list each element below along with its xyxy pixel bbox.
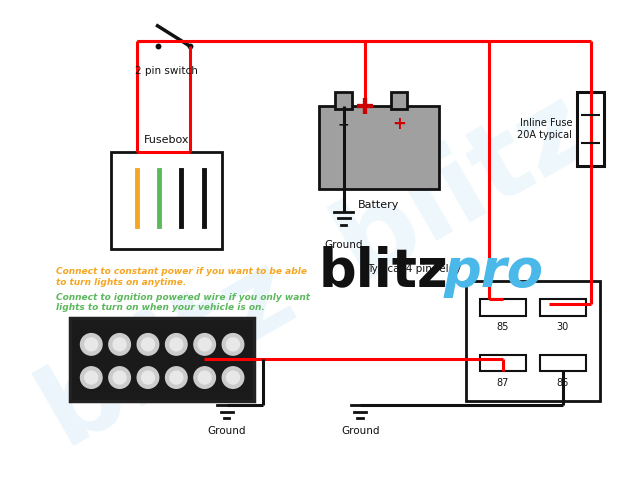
Circle shape [85,338,98,351]
Circle shape [227,338,239,351]
Bar [480,300,526,316]
Bar [540,355,586,372]
Circle shape [81,367,102,388]
Bar [319,106,438,189]
Text: Ground: Ground [207,426,246,436]
Text: +: + [392,115,406,133]
Circle shape [170,338,183,351]
Text: Inline Fuse
20A typical: Inline Fuse 20A typical [517,118,572,140]
Bar [111,152,222,249]
Circle shape [109,367,131,388]
Text: 2 pin switch: 2 pin switch [135,66,198,76]
Text: −: − [338,118,349,132]
Bar [390,92,407,108]
Circle shape [113,371,126,384]
Text: Ground: Ground [324,240,363,250]
Bar [319,106,438,189]
Bar [335,92,352,108]
Bar [540,300,586,316]
Text: Ground: Ground [341,426,380,436]
Circle shape [194,334,216,355]
Circle shape [113,338,126,351]
Text: Typical 4 pin relay: Typical 4 pin relay [367,264,461,274]
Text: blitz: blitz [319,246,449,298]
Text: 86: 86 [557,378,569,388]
Text: Battery: Battery [358,200,399,210]
Text: pro: pro [443,246,543,298]
Bar [466,281,600,401]
Circle shape [137,367,159,388]
Circle shape [194,367,216,388]
Circle shape [141,338,154,351]
Text: 87: 87 [497,378,509,388]
Bar [480,355,526,372]
Circle shape [141,371,154,384]
Bar [577,92,604,166]
Circle shape [222,334,244,355]
Circle shape [81,334,102,355]
Circle shape [227,371,239,384]
Circle shape [166,367,187,388]
Bar [70,318,254,401]
Text: 85: 85 [497,323,509,333]
Circle shape [198,338,211,351]
Circle shape [222,367,244,388]
Text: Connect to constant power if you want to be able
to turn lights on anytime.: Connect to constant power if you want to… [56,267,307,287]
Text: 30: 30 [557,323,569,333]
Circle shape [198,371,211,384]
Circle shape [170,371,183,384]
Circle shape [109,334,131,355]
Text: Connect to ignition powered wire if you only want
lights to turn on when your ve: Connect to ignition powered wire if you … [56,293,310,312]
Circle shape [137,334,159,355]
Text: Fusebox: Fusebox [144,135,189,144]
Text: blitz: blitz [316,70,607,299]
Text: blitz: blitz [22,235,312,465]
Circle shape [166,334,187,355]
Circle shape [85,371,98,384]
